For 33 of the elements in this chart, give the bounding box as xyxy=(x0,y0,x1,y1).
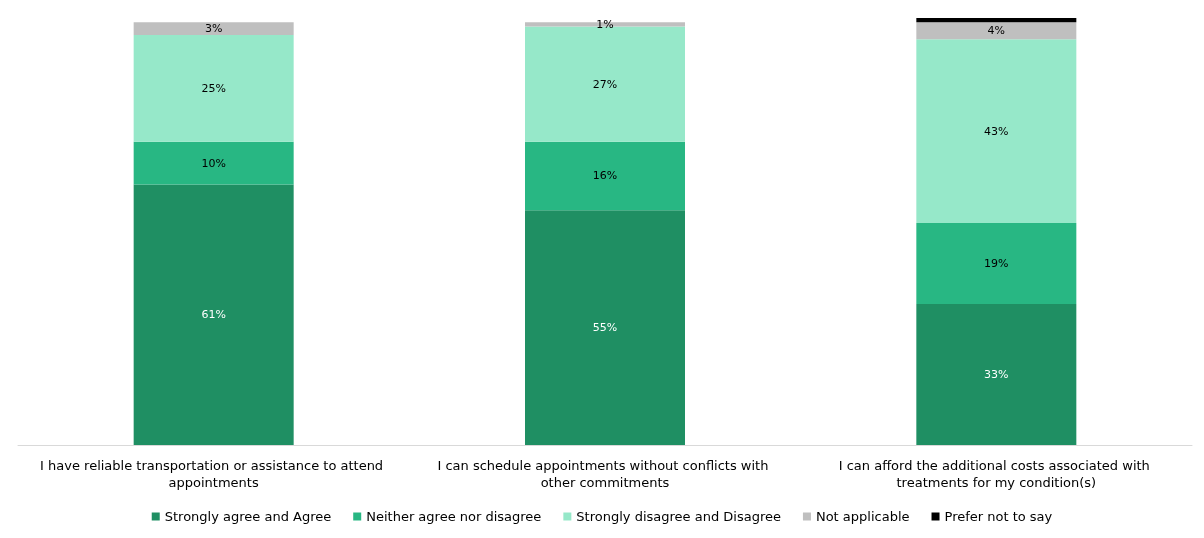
x-tick-label: I can afford the additional costs associated with treatments for my condition(s) xyxy=(838,458,1154,490)
data-label: 27% xyxy=(592,77,618,91)
bar xyxy=(133,184,294,445)
bar xyxy=(916,22,1077,40)
x-tick-label: I can schedule appointments without conflicts with other commitments xyxy=(437,458,773,490)
data-label: 33% xyxy=(984,368,1009,382)
legend-label: Prefer not to say xyxy=(944,509,1053,524)
bar xyxy=(133,22,294,36)
data-label: 43% xyxy=(984,124,1009,138)
data-label: 25% xyxy=(201,81,226,95)
bar xyxy=(525,22,685,27)
bar xyxy=(525,141,685,211)
data-label: 61% xyxy=(201,308,226,322)
bar xyxy=(916,39,1077,223)
legend-label: Not applicable xyxy=(815,509,910,524)
legend-label: Strongly agree and Agree xyxy=(164,509,332,524)
bar xyxy=(525,210,685,445)
bar xyxy=(916,304,1077,445)
data-label: 4% xyxy=(987,24,1006,38)
bar xyxy=(916,222,1077,305)
data-label: 3% xyxy=(204,22,223,36)
bar xyxy=(525,26,685,142)
x-tick-label: I have reliable transportation or assistance to attend appointments xyxy=(40,458,388,490)
bar xyxy=(916,18,1077,23)
data-label: 16% xyxy=(592,169,618,183)
legend-label: Neither agree nor disagree xyxy=(366,509,542,524)
data-label: 1% xyxy=(596,17,614,31)
data-label: 55% xyxy=(592,321,618,335)
bar xyxy=(133,35,294,142)
data-label: 19% xyxy=(984,257,1009,271)
data-label: 10% xyxy=(201,156,226,170)
bar xyxy=(133,141,294,185)
legend-label: Strongly disagree and Disagree xyxy=(576,509,781,524)
